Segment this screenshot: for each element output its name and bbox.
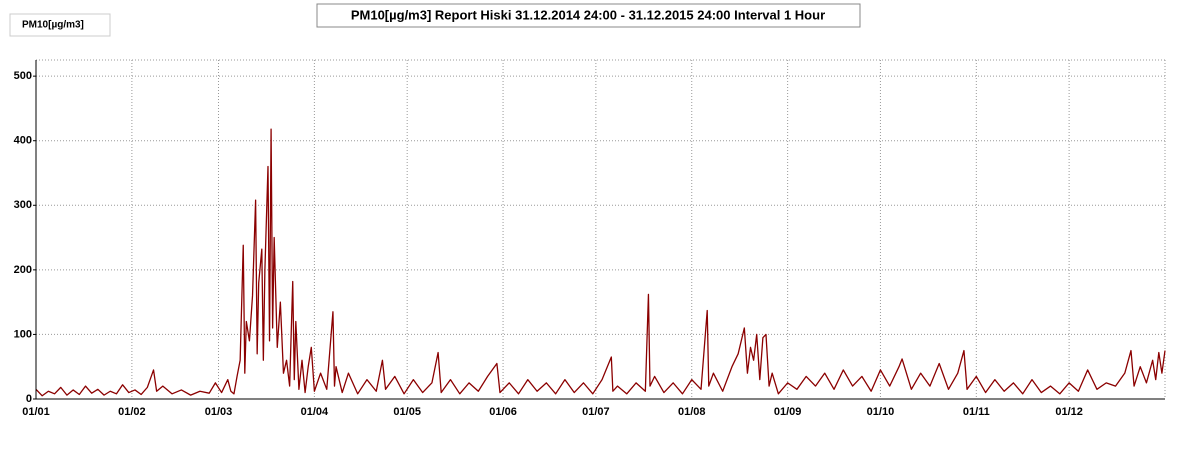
- y-axis-label: PM10[µg/m3]: [22, 20, 84, 31]
- x-tick-label: 01/12: [1055, 406, 1083, 418]
- y-tick-label: 100: [14, 328, 32, 340]
- x-tick-label: 01/08: [678, 406, 706, 418]
- x-tick-label: 01/04: [301, 406, 329, 418]
- y-tick-label: 300: [14, 199, 32, 211]
- x-tick-label: 01/09: [774, 406, 802, 418]
- x-tick-label: 01/10: [867, 406, 895, 418]
- x-tick-label: 01/01: [22, 406, 50, 418]
- x-tick-label: 01/06: [489, 406, 517, 418]
- x-tick-label: 01/02: [118, 406, 146, 418]
- y-tick-label: 0: [26, 393, 32, 405]
- title-box: [316, 3, 861, 28]
- chart-title: PM10[µg/m3] Report Hiski 31.12.2014 24:0…: [351, 7, 825, 22]
- x-tick-label: 01/05: [393, 406, 421, 418]
- x-tick-label: 01/03: [205, 406, 233, 418]
- y-tick-label: 500: [14, 70, 32, 82]
- y-tick-label: 400: [14, 135, 32, 147]
- y-tick-label: 200: [14, 264, 32, 276]
- data-line: [35, 128, 1166, 397]
- y-label-box: [9, 13, 111, 37]
- x-tick-label: 01/11: [963, 406, 990, 418]
- x-tick-label: 01/07: [582, 406, 610, 418]
